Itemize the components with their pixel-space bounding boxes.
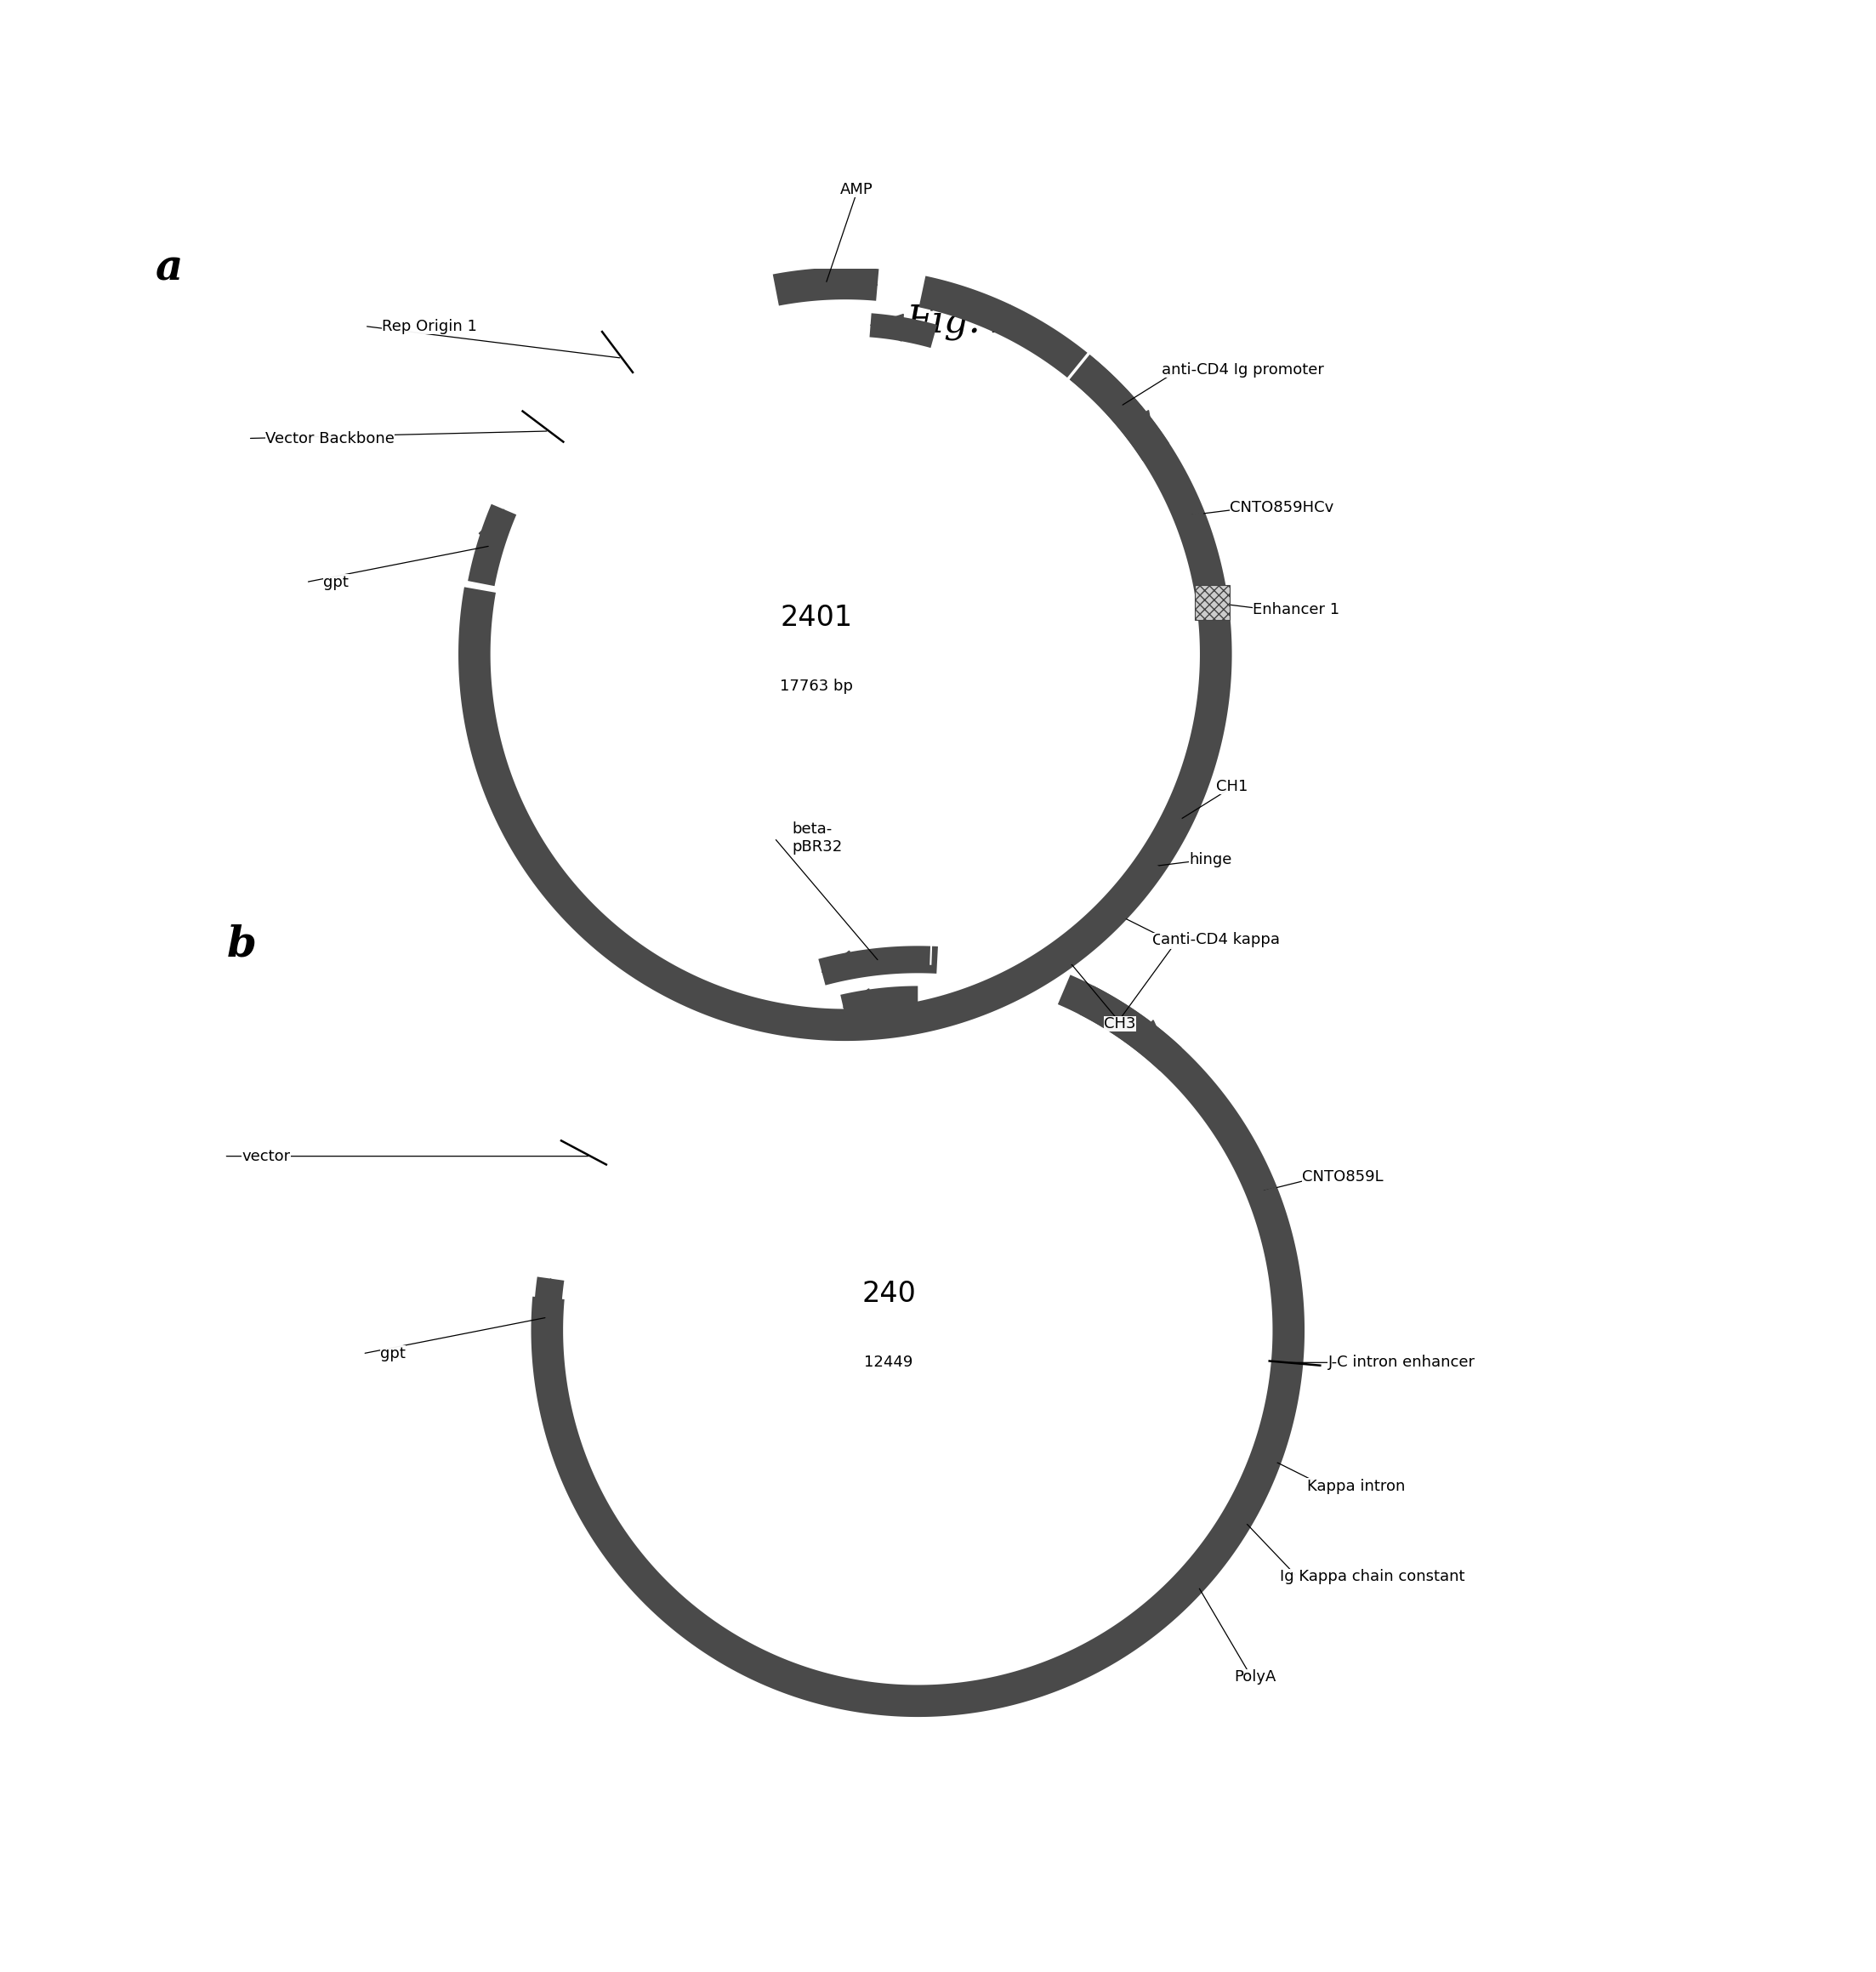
Text: anti-CD4 Ig promoter: anti-CD4 Ig promoter — [1161, 363, 1324, 377]
Polygon shape — [533, 1278, 559, 1311]
Polygon shape — [1034, 927, 1092, 980]
Polygon shape — [1069, 353, 1169, 461]
Polygon shape — [1249, 1187, 1276, 1223]
Polygon shape — [533, 1276, 565, 1357]
Text: PolyA: PolyA — [1234, 1670, 1276, 1684]
Text: anti-CD4 kappa: anti-CD4 kappa — [1161, 931, 1279, 947]
Text: J-C intron enhancer: J-C intron enhancer — [1328, 1355, 1475, 1371]
Text: gpt: gpt — [323, 574, 349, 590]
Polygon shape — [1214, 1487, 1263, 1546]
Polygon shape — [1163, 810, 1191, 846]
Text: Vector Backbone: Vector Backbone — [266, 430, 394, 446]
Polygon shape — [1165, 1550, 1221, 1607]
Polygon shape — [1178, 511, 1203, 546]
Text: CH2: CH2 — [1152, 933, 1184, 949]
Text: CNTO859L: CNTO859L — [1302, 1169, 1384, 1185]
Polygon shape — [467, 505, 516, 586]
Text: a: a — [156, 248, 182, 290]
Text: CH3: CH3 — [1103, 1016, 1135, 1031]
Polygon shape — [870, 314, 938, 347]
Polygon shape — [870, 314, 904, 341]
Polygon shape — [1133, 854, 1163, 887]
Text: Enhancer 1: Enhancer 1 — [1253, 601, 1339, 617]
Polygon shape — [1084, 883, 1139, 941]
Text: gpt: gpt — [381, 1347, 405, 1361]
Polygon shape — [1056, 974, 1182, 1071]
Text: Fig. 2: Fig. 2 — [906, 304, 1017, 341]
Polygon shape — [1041, 941, 1075, 968]
Text: Kappa intron: Kappa intron — [1308, 1479, 1405, 1493]
Bar — [1195, 586, 1231, 619]
Polygon shape — [458, 276, 1233, 1041]
Text: 12449: 12449 — [865, 1355, 914, 1371]
Polygon shape — [1244, 1428, 1287, 1487]
Polygon shape — [844, 988, 874, 1012]
Text: b: b — [227, 925, 257, 966]
Polygon shape — [1225, 1503, 1255, 1538]
Polygon shape — [1163, 479, 1212, 550]
Polygon shape — [837, 264, 878, 298]
Polygon shape — [478, 509, 505, 544]
Polygon shape — [1120, 410, 1156, 452]
Polygon shape — [1152, 795, 1199, 852]
Polygon shape — [822, 951, 855, 976]
Polygon shape — [1094, 899, 1126, 929]
Polygon shape — [818, 947, 938, 986]
Text: 240: 240 — [861, 1280, 915, 1307]
Polygon shape — [1176, 1566, 1208, 1597]
Polygon shape — [840, 986, 917, 1020]
Text: vector: vector — [242, 1148, 291, 1163]
Polygon shape — [1122, 838, 1174, 895]
Polygon shape — [1131, 1020, 1171, 1059]
Polygon shape — [771, 268, 878, 306]
Polygon shape — [531, 986, 1304, 1718]
Polygon shape — [1236, 1156, 1285, 1227]
Text: CH1: CH1 — [1216, 779, 1248, 795]
Polygon shape — [1257, 1445, 1281, 1481]
Text: hinge: hinge — [1189, 852, 1233, 868]
Text: 17763 bp: 17763 bp — [780, 678, 852, 694]
Text: beta-
pBR32: beta- pBR32 — [792, 822, 842, 854]
Text: Ig Kappa chain constant: Ig Kappa chain constant — [1279, 1570, 1465, 1584]
Text: AMP: AMP — [840, 181, 872, 197]
Text: CNTO859HCv: CNTO859HCv — [1229, 501, 1334, 517]
Text: Rep Origin 1: Rep Origin 1 — [383, 319, 477, 333]
Text: 2401: 2401 — [780, 603, 852, 631]
